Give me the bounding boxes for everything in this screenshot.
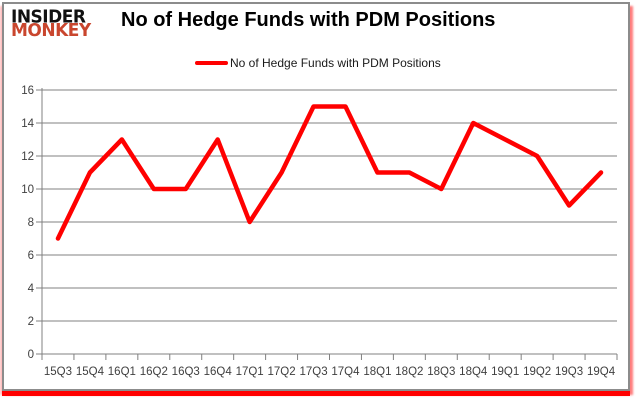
- x-axis-tick-label: 17Q2: [268, 366, 296, 378]
- x-axis-tick-label: 15Q3: [44, 366, 72, 378]
- x-axis-tick-label: 17Q3: [299, 366, 327, 378]
- y-axis-tick-label: 6: [28, 250, 34, 262]
- y-axis-tick-label: 4: [28, 283, 35, 295]
- x-axis-tick-label: 17Q4: [331, 366, 360, 378]
- x-axis-tick-label: 16Q3: [172, 366, 200, 378]
- x-axis-tick-label: 16Q4: [204, 366, 233, 378]
- x-axis-tick-label: 19Q3: [555, 366, 583, 378]
- logo-word-insider: INSIDER: [11, 6, 86, 28]
- y-axis-tick-label: 12: [21, 151, 34, 163]
- chart-title: No of Hedge Funds with PDM Positions: [121, 9, 496, 31]
- legend-label: No of Hedge Funds with PDM Positions: [230, 56, 441, 70]
- y-axis-tick-label: 2: [28, 316, 34, 328]
- x-axis-tick-label: 19Q1: [491, 366, 519, 378]
- x-axis-tick-label: 18Q4: [459, 366, 488, 378]
- insider-monkey-logo: INSIDER MONKEY: [11, 6, 91, 42]
- legend-line-swatch: [195, 60, 228, 66]
- x-axis-tick-label: 16Q1: [108, 366, 136, 378]
- x-axis-tick-label: 19Q2: [523, 366, 551, 378]
- chart-frame: [2, 2, 630, 391]
- y-axis-tick-label: 14: [21, 118, 34, 130]
- y-axis-tick-label: 10: [21, 184, 34, 196]
- x-axis-tick-label: 15Q4: [76, 366, 105, 378]
- series-line: [55, 104, 604, 241]
- x-axis-tick-label: 18Q1: [363, 366, 391, 378]
- y-axis-tick-label: 0: [28, 349, 34, 361]
- y-axis-tick-label: 16: [21, 85, 34, 97]
- x-axis-tick-label: 16Q2: [140, 366, 168, 378]
- x-axis-tick-label: 17Q1: [236, 366, 264, 378]
- legend: No of Hedge Funds with PDM Positions: [195, 55, 441, 71]
- logo-word-monkey: MONKEY: [11, 20, 91, 42]
- y-axis-tick-label: 8: [28, 217, 34, 229]
- x-axis-tick-label: 18Q2: [395, 366, 423, 378]
- x-axis-tick-label: 19Q4: [587, 366, 616, 378]
- x-axis-tick-label: 18Q3: [427, 366, 455, 378]
